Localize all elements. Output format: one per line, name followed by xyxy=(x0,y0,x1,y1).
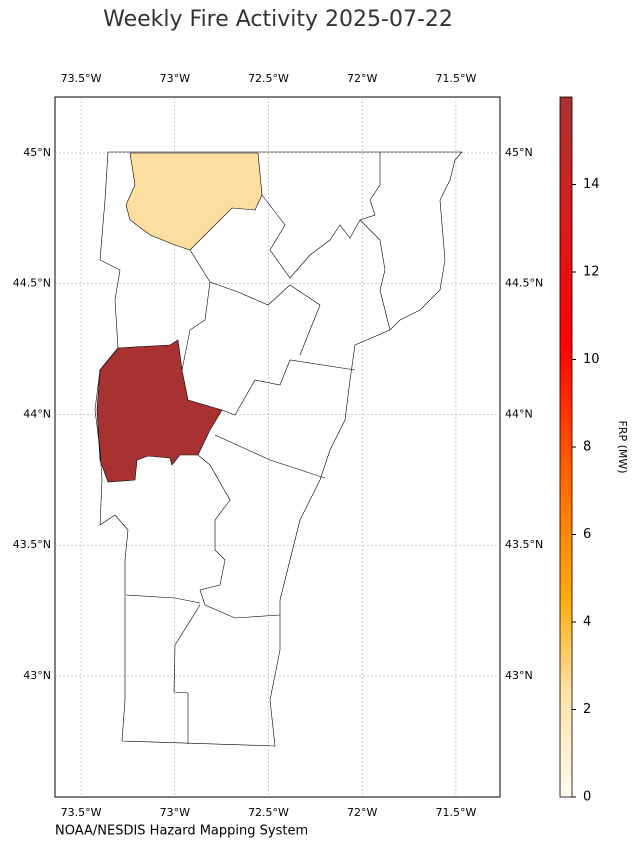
county-outlines xyxy=(94,151,463,747)
colorbar xyxy=(559,96,573,798)
fire-county xyxy=(125,152,263,251)
y-tick-label: 44°N xyxy=(505,407,533,420)
map-frame xyxy=(54,96,501,798)
filled-counties xyxy=(96,152,263,483)
x-tick-label: 71.5°W xyxy=(436,72,477,85)
county-line xyxy=(221,359,356,416)
colorbar-tick-label: 4 xyxy=(583,615,591,630)
county-line xyxy=(197,454,281,619)
county-line xyxy=(359,219,391,331)
y-tick-label: 45°N xyxy=(23,146,51,159)
colorbar-tick-label: 14 xyxy=(583,177,600,192)
state-outline xyxy=(94,151,463,747)
credit: NOAA/NESDIS Hazard Mapping System xyxy=(55,824,308,839)
county-line xyxy=(181,281,211,371)
title: Weekly Fire Activity 2025-07-22 xyxy=(103,7,453,32)
x-tick-label: 73°W xyxy=(160,806,190,819)
y-tick-label: 43.5°N xyxy=(13,538,51,551)
y-tick-label: 43.5°N xyxy=(505,538,543,551)
y-tick-label: 44.5°N xyxy=(505,277,543,290)
y-tick-label: 43°N xyxy=(505,669,533,682)
fire-county xyxy=(96,339,223,483)
colorbar-tick-label: 12 xyxy=(583,265,600,280)
x-tick-label: 73.5°W xyxy=(61,806,102,819)
colorbar-label: FRP (MW) xyxy=(616,420,629,473)
x-tick-label: 72.5°W xyxy=(248,72,289,85)
county-line xyxy=(173,604,201,744)
y-tick-label: 44°N xyxy=(23,407,51,420)
colorbar-tick-label: 8 xyxy=(583,440,591,455)
y-tick-label: 45°N xyxy=(505,146,533,159)
y-tick-label: 43°N xyxy=(23,669,51,682)
colorbar-ticks: 0 2 4 6 8 10 12 14 xyxy=(572,177,600,805)
x-tick-label: 72°W xyxy=(347,806,377,819)
x-tick-label: 73.5°W xyxy=(61,72,102,85)
x-tick-label: 73°W xyxy=(160,72,190,85)
x-tick-label: 71.5°W xyxy=(436,806,477,819)
colorbar-tick-label: 2 xyxy=(583,702,591,717)
y-tick-label: 44.5°N xyxy=(13,277,51,290)
county-line xyxy=(261,152,381,279)
x-tick-label: 72°W xyxy=(347,72,377,85)
county-line xyxy=(189,249,321,356)
colorbar-tick-label: 10 xyxy=(583,352,600,367)
county-line xyxy=(125,594,201,604)
county-line xyxy=(214,434,326,479)
colorbar-tick-label: 0 xyxy=(583,790,591,805)
axis-ticks: 73.5°W 73.5°W 73°W 73°W 72.5°W 72.5°W 72°W 72°W… xyxy=(13,72,543,819)
colorbar-tick-label: 6 xyxy=(583,527,591,542)
x-tick-label: 72.5°W xyxy=(248,806,289,819)
